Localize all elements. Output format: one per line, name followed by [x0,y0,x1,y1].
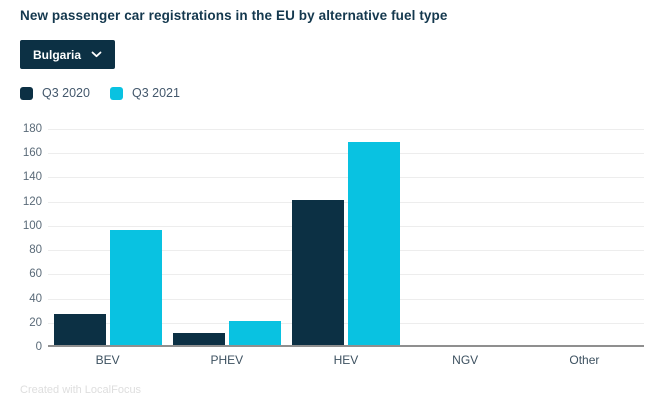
y-tick-label-60: 60 [29,268,42,281]
legend-swatch-q3-2020 [20,86,33,100]
x-axis-labels: BEV PHEV HEV NGV Other [48,353,644,369]
legend-item-q3-2021[interactable]: Q3 2021 [109,86,180,100]
x-axis-label-other: Other [569,353,600,367]
chevron-down-icon [91,51,102,58]
x-axis-label-bev: BEV [95,353,120,367]
y-tick-label-160: 160 [22,147,42,160]
bar-bev-q3-2020[interactable] [53,313,106,345]
legend-item-q3-2020[interactable]: Q3 2020 [20,86,90,100]
plot-area [48,129,644,347]
x-axis-label-ngv: NGV [452,353,479,367]
x-axis-label-hev: HEV [333,353,359,367]
gridline-120 [48,201,644,203]
country-dropdown-value: Bulgaria [33,47,82,62]
legend-label-q3-2020: Q3 2020 [42,86,90,100]
gridline-60 [48,274,644,276]
bar-chart: 0 20 40 60 80 100 120 140 160 180 [0,123,661,353]
bar-phev-q3-2020[interactable] [172,332,225,345]
y-axis-labels: 0 20 40 60 80 100 120 140 160 180 [0,123,42,353]
y-tick-label-20: 20 [29,316,42,329]
bar-phev-q3-2021[interactable] [228,320,281,345]
y-tick-label-80: 80 [29,244,42,257]
legend-swatch-q3-2021 [109,86,123,100]
gridline-160 [48,153,644,155]
gridline-180 [48,129,644,130]
gridline-40 [48,298,644,300]
bar-bev-q3-2021[interactable] [109,229,162,345]
bar-hev-q3-2020[interactable] [292,199,344,345]
gridline-100 [48,225,644,227]
y-tick-label-180: 180 [22,123,42,135]
legend: Q3 2020 Q3 2021 [20,86,180,100]
attribution-text: Created with LocalFocus [20,384,142,396]
y-tick-label-120: 120 [22,195,42,208]
y-tick-label-100: 100 [22,219,42,232]
gridline-140 [48,177,644,179]
gridline-80 [48,250,644,252]
y-tick-label-140: 140 [22,171,42,184]
legend-label-q3-2021: Q3 2021 [131,86,180,100]
gridline-20 [48,322,644,324]
x-axis-label-phev: PHEV [210,353,244,367]
country-dropdown[interactable]: Bulgaria [20,40,116,69]
bar-hev-q3-2021[interactable] [348,141,400,345]
page-title: New passenger car registrations in the E… [20,8,448,23]
y-tick-label-0: 0 [35,341,42,353]
y-tick-label-40: 40 [29,292,42,305]
